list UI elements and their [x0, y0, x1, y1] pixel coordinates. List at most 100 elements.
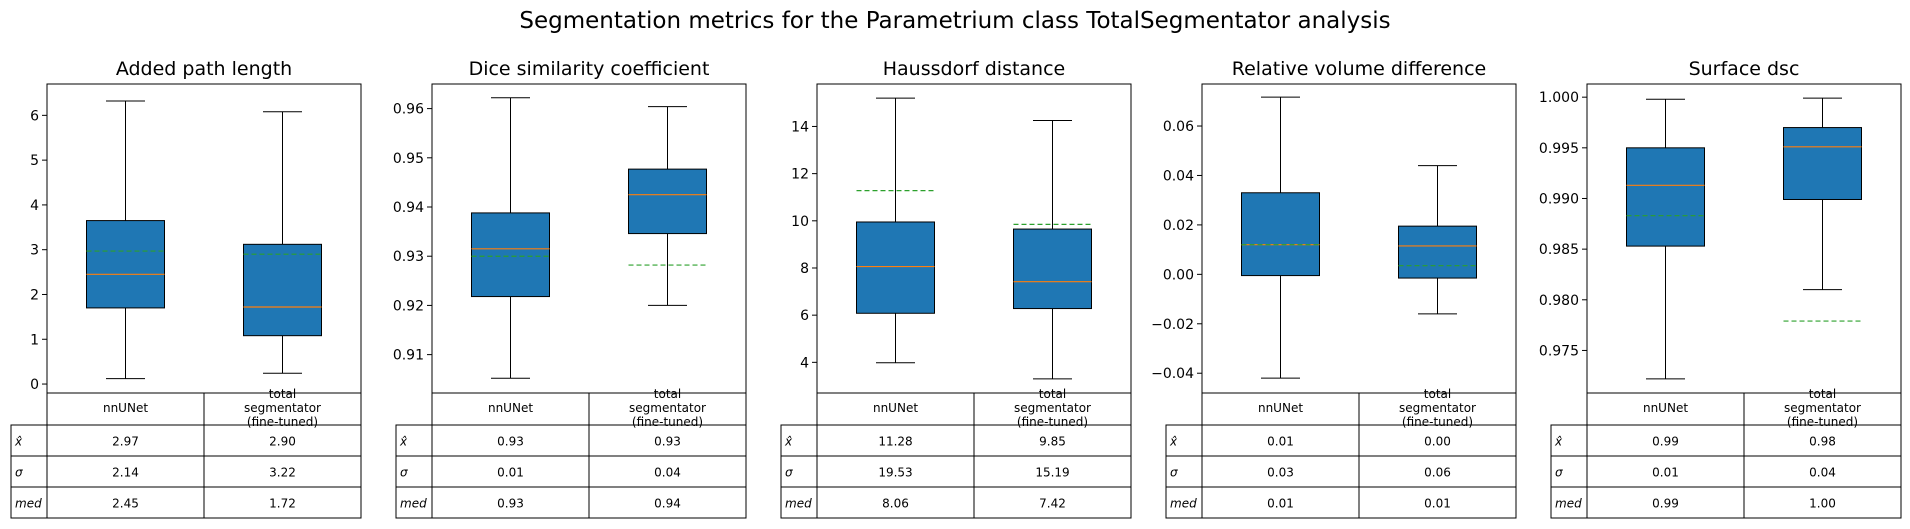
- table-value: 2.45: [112, 497, 139, 511]
- table-cell: [1586, 424, 1745, 457]
- table-row-label-cell: [1165, 424, 1203, 457]
- box: [86, 220, 165, 309]
- table-row-label-cell: [10, 486, 48, 519]
- table-value: 0.01: [1424, 497, 1451, 511]
- y-tick-label: 0.04: [1163, 168, 1194, 184]
- stats-table: nnUNet x̂ 2.97 2.90 σ 2.14 3.22 med 2.45 1.72 tota…: [10, 387, 362, 519]
- table-cell: [1586, 486, 1745, 519]
- chart-panel-2: Dice similarity coefficient 0.91 0.92 0.93 0…: [393, 58, 747, 519]
- y-tick-label: 0.00: [1163, 267, 1194, 283]
- table-cell: [973, 486, 1132, 519]
- box: [1398, 225, 1477, 279]
- y-tick-label: 0.95: [393, 151, 424, 167]
- table-value: 0.94: [654, 497, 681, 511]
- table-cell: [816, 455, 975, 488]
- table-value: 0.99: [1652, 497, 1679, 511]
- table-value: 15.19: [1035, 466, 1069, 480]
- table-row-label: σ: [785, 466, 793, 480]
- y-tick-label: 0.06: [1163, 119, 1194, 135]
- table-value: 0.00: [1424, 435, 1451, 449]
- table-row-label: σ: [400, 466, 408, 480]
- subplot-title: Added path length: [116, 58, 292, 80]
- table-cell: [203, 486, 362, 519]
- table-value: 0.93: [497, 497, 524, 511]
- table-cell: [1358, 486, 1517, 519]
- y-tick-label: 0.92: [393, 298, 424, 314]
- table-value: 0.93: [497, 435, 524, 449]
- table-row-label: σ: [1555, 466, 1563, 480]
- table-cell: [1358, 455, 1517, 488]
- table-value: 0.04: [1809, 466, 1836, 480]
- table-value: 0.04: [654, 466, 681, 480]
- table-cell: [1201, 455, 1360, 488]
- stats-table: nnUNet x̂ 11.28 9.85 σ 19.53 15.19 med 8.06 7.42 t…: [780, 387, 1132, 519]
- table-cell: [588, 455, 747, 488]
- table-column-header-overflow: total segmentator (fine-tuned): [1014, 387, 1091, 429]
- y-tick-label: 0.990: [1539, 191, 1579, 207]
- table-value: 19.53: [878, 466, 912, 480]
- table-cell: [1743, 455, 1902, 488]
- table-cell: [1201, 424, 1360, 457]
- table-value: 7.42: [1039, 497, 1066, 511]
- table-value: 0.06: [1424, 466, 1451, 480]
- box: [1783, 127, 1862, 200]
- y-tick-label: 8: [800, 261, 809, 277]
- subplot-title: Relative volume difference: [1232, 58, 1486, 80]
- y-tick-label: 2: [30, 287, 39, 303]
- y-tick-label: 4: [800, 355, 809, 371]
- box: [1626, 147, 1705, 247]
- table-value: 0.93: [654, 435, 681, 449]
- table-row-label-cell: [780, 486, 818, 519]
- stats-table: nnUNet x̂ 0.01 0.00 σ 0.03 0.06 med 0.01 0.01 tota…: [1165, 387, 1517, 519]
- y-tick-label: −0.02: [1151, 317, 1194, 333]
- table-column-header-overflow: total segmentator (fine-tuned): [1784, 387, 1861, 429]
- y-tick-label: 5: [30, 153, 39, 169]
- table-cell: [973, 455, 1132, 488]
- box: [471, 212, 550, 298]
- table-column-header: nnUNet: [873, 401, 918, 415]
- table-column-header: nnUNet: [103, 401, 148, 415]
- table-value: 0.01: [497, 466, 524, 480]
- table-cell: [1201, 486, 1360, 519]
- chart-panel-3: Haussdorf distance 4 6 8 10 12 14 nnUNet x̂ 11.28…: [780, 58, 1132, 519]
- box: [243, 243, 322, 337]
- table-value: 2.90: [269, 435, 296, 449]
- table-cell: [588, 486, 747, 519]
- table-cell: [1743, 424, 1902, 457]
- table-row-label: σ: [1170, 466, 1178, 480]
- table-cell: [431, 486, 590, 519]
- table-row-label: x̂: [784, 435, 793, 449]
- table-cell: [816, 486, 975, 519]
- y-tick-label: 1.000: [1539, 90, 1579, 106]
- table-value: 2.97: [112, 435, 139, 449]
- subplot-title: Dice similarity coefficient: [469, 58, 710, 80]
- stats-table: nnUNet x̂ 0.93 0.93 σ 0.01 0.04 med 0.93 0.94 tota…: [395, 387, 747, 519]
- chart-panel-5: Surface dsc 0.975 0.980 0.985 0.990 0.995 1.00…: [1539, 58, 1902, 519]
- y-tick-label: 0: [30, 377, 39, 393]
- table-column-header-overflow: total segmentator (fine-tuned): [629, 387, 706, 429]
- table-value: 3.22: [269, 466, 296, 480]
- table-cell: [973, 424, 1132, 457]
- table-row-label-cell: [1165, 455, 1203, 488]
- box: [628, 168, 707, 235]
- chart-panel-1: Added path length 0 1 2 3 4 5 6 nnUNet x̂ 2.97 2.90…: [10, 58, 362, 519]
- table-row-label: med: [1170, 497, 1197, 511]
- figure-title: Segmentation metrics for the Parametrium…: [519, 8, 1390, 34]
- y-tick-label: 0.975: [1539, 343, 1579, 359]
- y-tick-label: −0.04: [1151, 366, 1194, 382]
- table-value: 0.98: [1809, 435, 1836, 449]
- table-row-label: x̂: [1169, 435, 1178, 449]
- y-tick-label: 6: [800, 308, 809, 324]
- table-row-label: x̂: [399, 435, 408, 449]
- y-tick-label: 14: [791, 119, 809, 135]
- chart-panel-4: Relative volume difference −0.04 −0.02 0.00…: [1151, 58, 1517, 519]
- box: [1241, 192, 1320, 277]
- y-tick-label: 0.02: [1163, 218, 1194, 234]
- table-value: 1.72: [269, 497, 296, 511]
- table-column-header-overflow: total segmentator (fine-tuned): [1399, 387, 1476, 429]
- y-tick-label: 0.980: [1539, 293, 1579, 309]
- y-tick-label: 1: [30, 332, 39, 348]
- table-cell: [46, 455, 205, 488]
- table-cell: [203, 424, 362, 457]
